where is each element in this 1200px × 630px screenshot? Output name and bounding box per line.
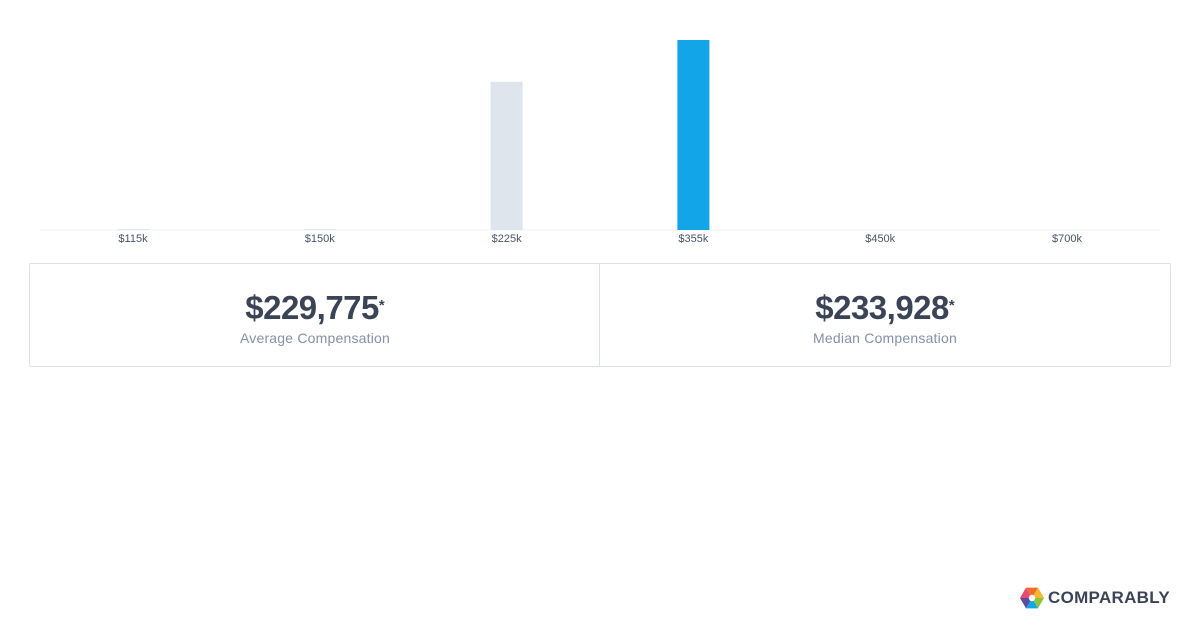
x-tick-label: $700k bbox=[1052, 233, 1082, 245]
x-tick-label: $225k bbox=[492, 233, 522, 245]
compensation-histogram: $115k $150k $225k $355k $450k $700k bbox=[40, 40, 1160, 245]
brand-name: COMPARABLY bbox=[1048, 588, 1171, 607]
bar-150k bbox=[303, 229, 336, 230]
median-compensation-value: $233,928 bbox=[815, 289, 949, 326]
x-tick-label: $450k bbox=[865, 233, 895, 245]
bar-355k bbox=[677, 40, 710, 230]
median-compensation-card: $233,928* Median Compensation bbox=[599, 263, 1171, 367]
bar-115k bbox=[117, 229, 149, 230]
x-tick-label: $150k bbox=[305, 233, 335, 245]
median-compensation-label: Median Compensation bbox=[813, 330, 957, 346]
average-compensation-label: Average Compensation bbox=[239, 330, 391, 346]
comparably-brand[interactable]: COMPARABLY bbox=[1019, 585, 1170, 611]
bar-225k bbox=[490, 81, 523, 230]
average-compensation-asterisk: * bbox=[378, 297, 385, 314]
x-tick-label: $115k bbox=[118, 233, 148, 245]
average-compensation-value: $229,775 bbox=[245, 289, 379, 326]
comparably-logo-icon bbox=[1020, 587, 1044, 609]
average-compensation-card: $229,775* Average Compensation bbox=[29, 263, 601, 367]
x-tick-label: $355k bbox=[678, 233, 708, 245]
median-compensation-asterisk: * bbox=[948, 297, 955, 314]
